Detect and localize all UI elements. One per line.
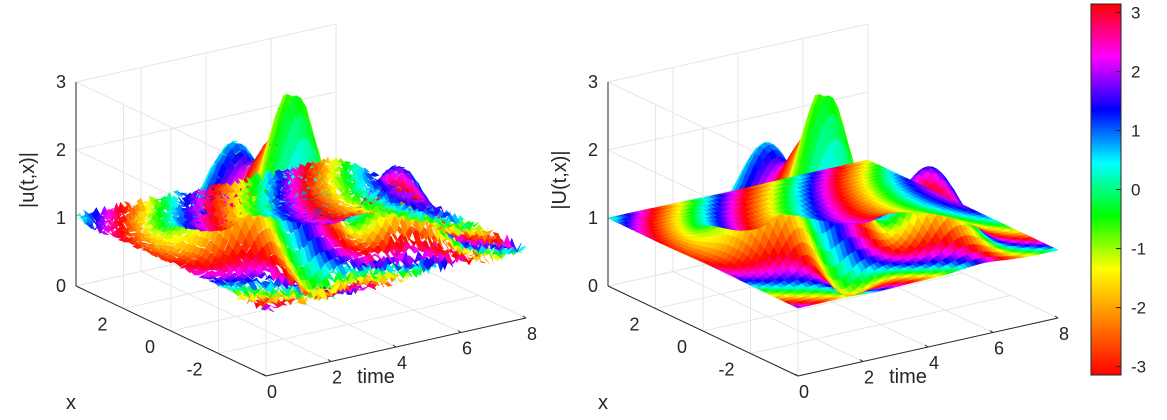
x-tick-label: 0 — [145, 337, 155, 357]
time-tick-label: 4 — [397, 353, 407, 373]
x-tick-label: 2 — [97, 315, 107, 335]
z-tick-label: 3 — [56, 72, 66, 92]
surface — [76, 94, 526, 312]
time-tick-label: 2 — [332, 368, 342, 388]
z-tick-label: 2 — [56, 140, 66, 160]
x-tick-label: -2 — [186, 360, 202, 380]
z-tick-label: 1 — [56, 208, 66, 228]
z-axis-label: |u(t,x)| — [17, 152, 39, 208]
time-axis-label: time — [357, 366, 395, 388]
time-tick-label: 6 — [462, 339, 472, 359]
time-tick-label: 8 — [527, 324, 537, 344]
surface-plot-u: 0 2 4 6 8 -2 0 2 0 1 2 3 |u(t,x)| time x — [17, 24, 537, 414]
time-tick-label: 0 — [267, 382, 277, 402]
x-axis-label: x — [66, 392, 76, 414]
z-tick-label: 0 — [56, 276, 66, 296]
surface — [608, 94, 1058, 308]
